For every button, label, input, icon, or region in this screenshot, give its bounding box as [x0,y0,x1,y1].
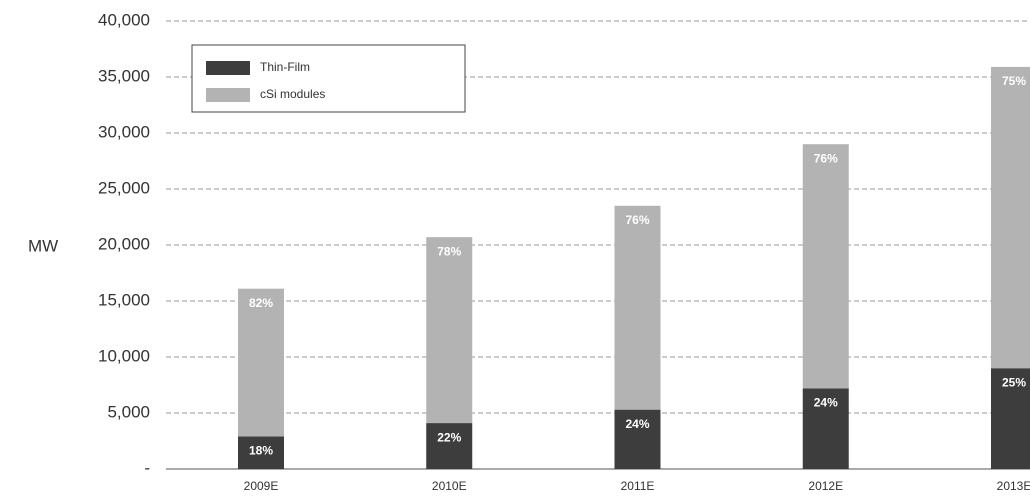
bar-thin-film-2012e [802,388,849,469]
legend-label-thin-film: Thin-Film [260,60,310,74]
y-tick-label: - [144,458,150,477]
y-axis-label: MW [28,236,58,255]
y-tick-label: 15,000 [98,290,150,309]
y-tick-label: 20,000 [98,234,150,253]
x-axis-ticks: 2009E 2010E 2011E 2012E 2013E [244,479,1030,493]
legend-swatch-csi-modules [206,88,250,102]
legend-swatch-thin-film [206,61,250,75]
legend: Thin-Film cSi modules [191,44,466,113]
y-axis-ticks: 40,000 35,000 30,000 25,000 20,000 15,000 10,0… [98,10,150,477]
x-tick-label: 2012E [808,479,843,493]
bar-thin-film-2013e [991,368,1030,469]
y-tick-label: 10,000 [98,346,150,365]
data-label: 78% [437,244,461,258]
data-label: 25% [1002,375,1026,389]
data-label: 76% [625,213,649,227]
data-label: 75% [1002,74,1026,88]
x-tick-label: 2009E [244,479,279,493]
data-label: 22% [437,430,461,444]
y-tick-label: 30,000 [98,122,150,141]
y-tick-label: 5,000 [107,402,150,421]
data-label: 82% [249,296,273,310]
bars: 18% 82% 22% 78% 24% 76% 24% 76% 25% 75% [238,66,1030,469]
bar-csi-modules-2009e [238,288,284,437]
legend-label-csi-modules: cSi modules [260,87,325,101]
x-tick-label: 2013E [997,479,1030,493]
data-label: 24% [625,417,649,431]
x-tick-label: 2010E [432,479,467,493]
data-label: 24% [814,396,838,410]
bar-csi-modules-2013e [991,66,1030,369]
bar-csi-modules-2010e [426,237,473,424]
data-label: 18% [249,444,273,458]
y-tick-label: 35,000 [98,66,150,85]
bar-thin-film-2011e [614,409,661,469]
bar-thin-film-2010e [426,423,473,469]
bar-csi-modules-2011e [614,205,661,410]
x-tick-label: 2011E [621,479,655,493]
bar-csi-modules-2012e [802,144,849,389]
data-label: 76% [814,151,838,165]
y-tick-label: 40,000 [98,10,150,29]
bar-thin-film-2009e [238,436,284,469]
y-tick-label: 25,000 [98,178,150,197]
